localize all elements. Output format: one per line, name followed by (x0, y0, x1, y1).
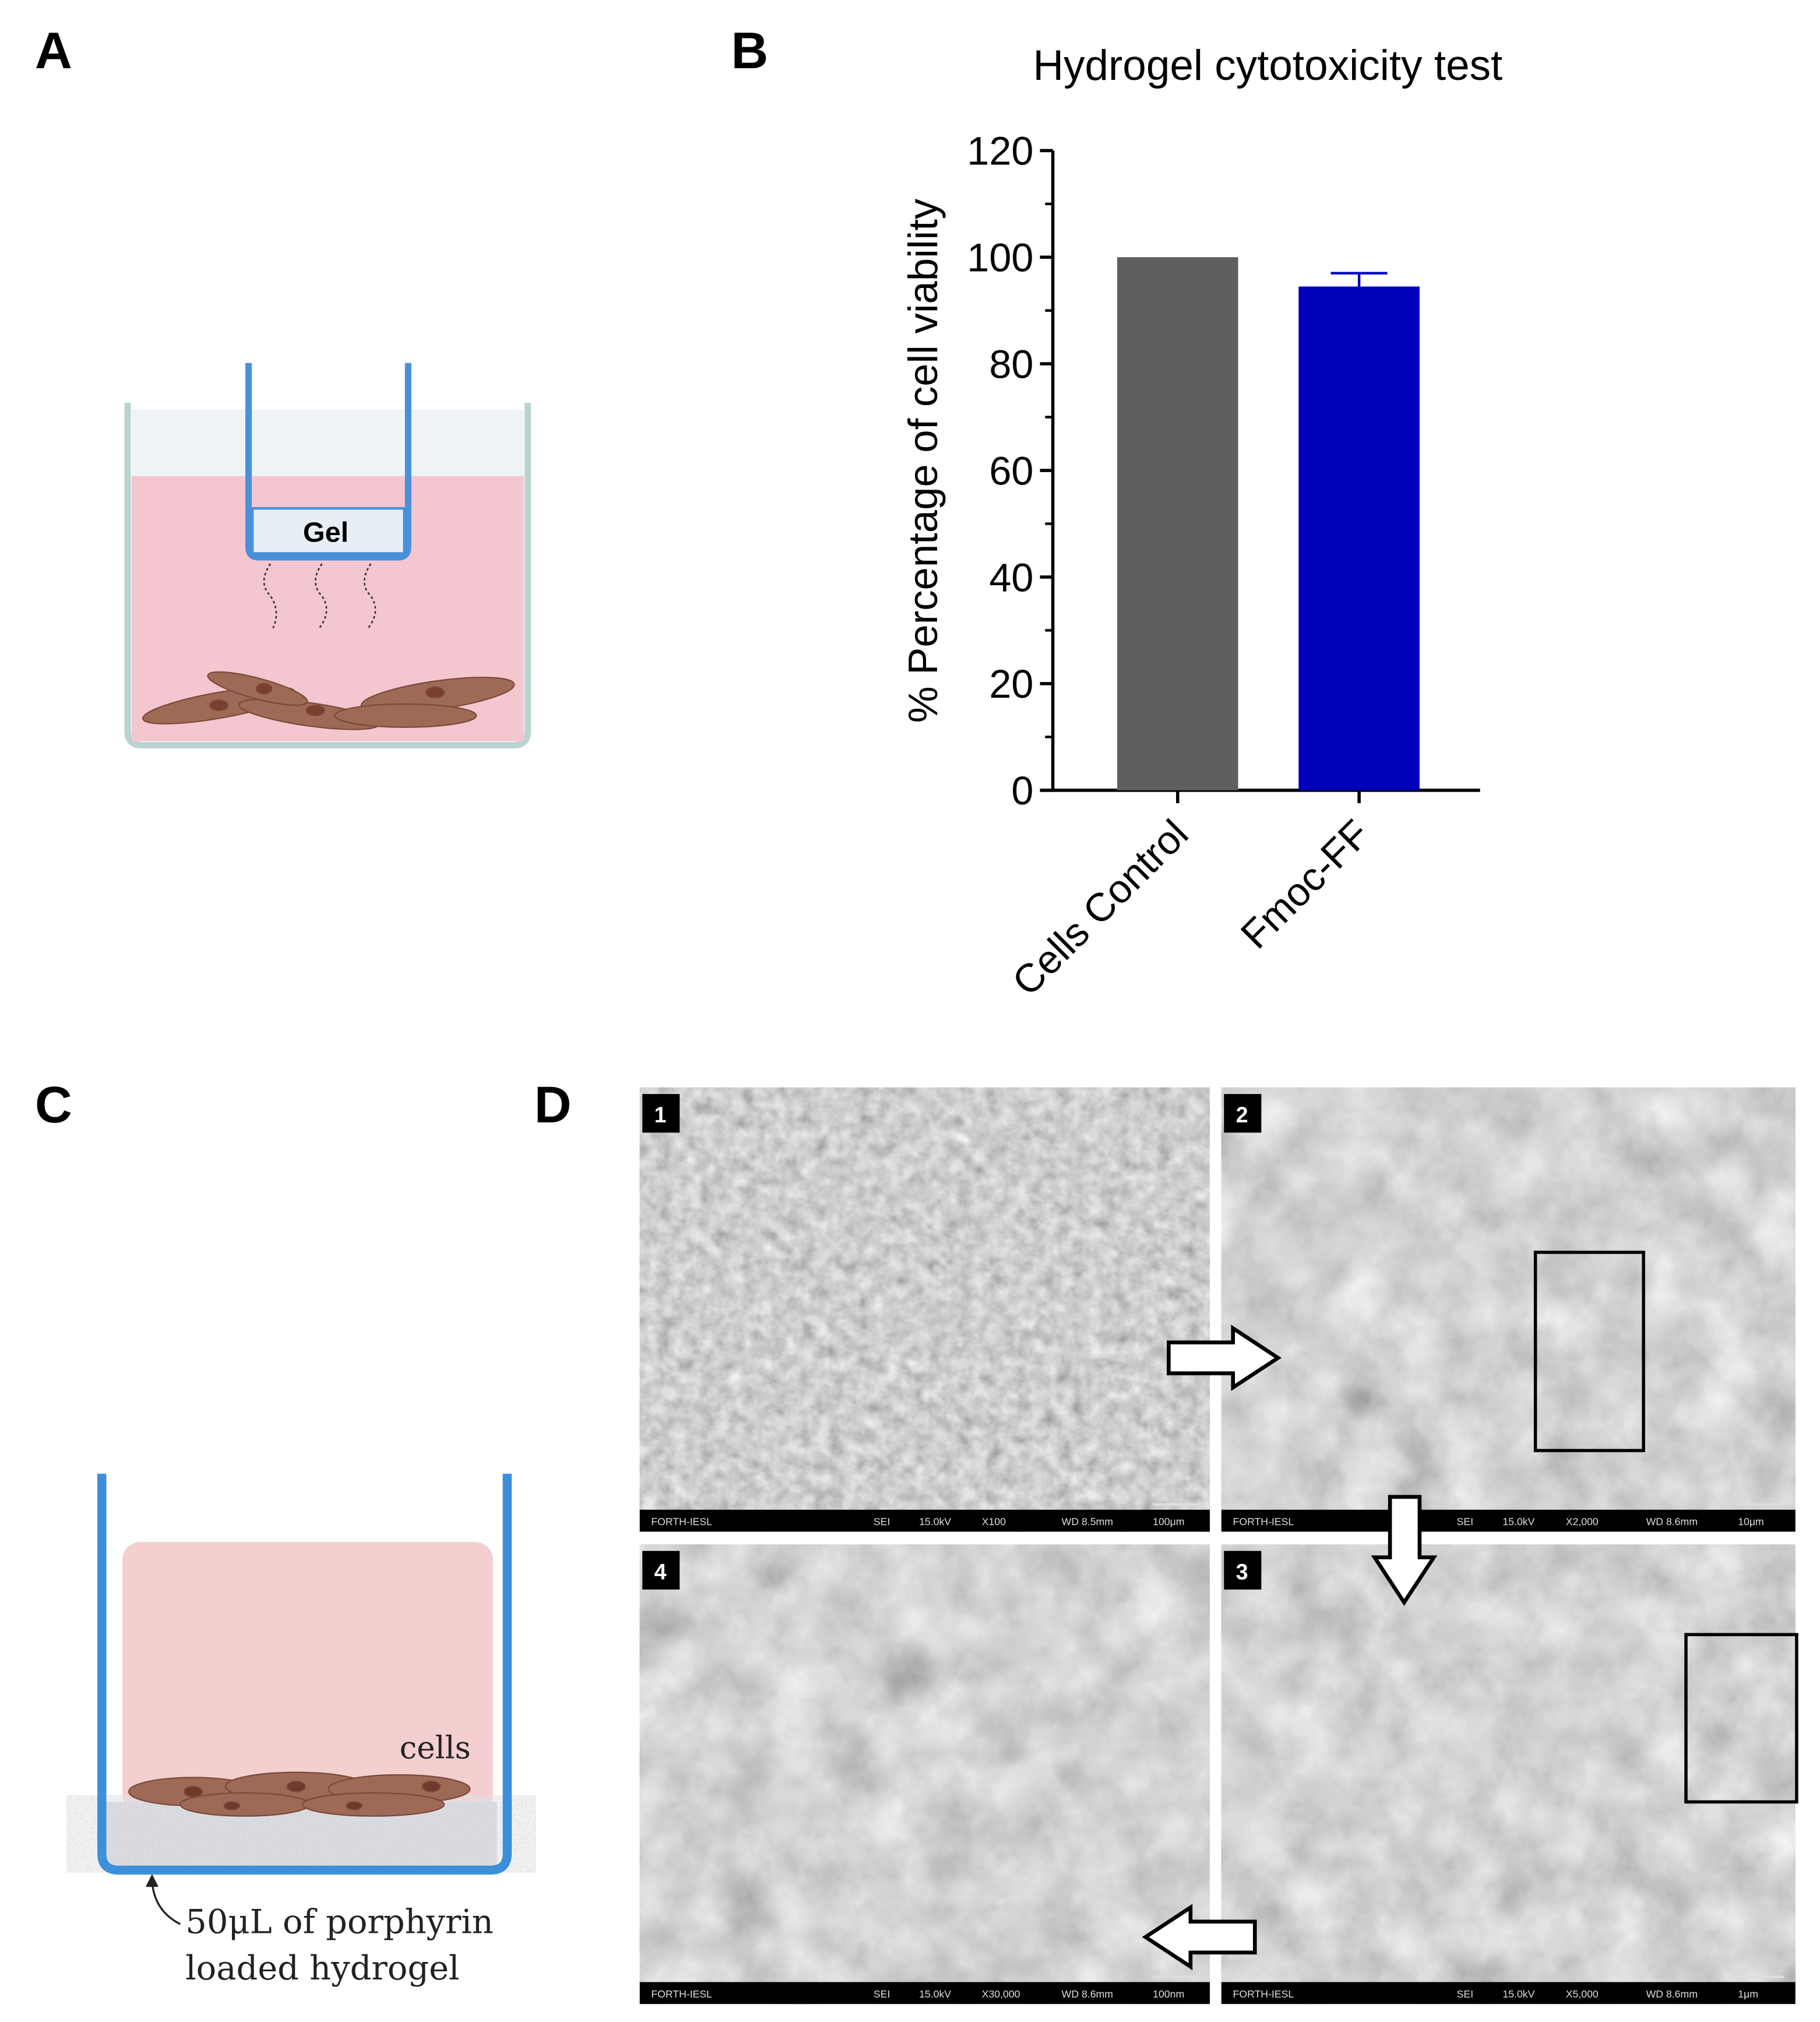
panel-label-b: B (731, 22, 769, 79)
sem-badge (642, 1093, 680, 1133)
sem-info-text: 100nm (1153, 1988, 1184, 2000)
sem-image-2: 2 FORTH-IESL SEI 15.0kV X2,000 WD 8.6mm 10μm (1221, 1087, 1796, 1532)
scale-bar (1738, 1503, 1784, 1506)
sem-info-text: 15.0kV (1502, 1516, 1534, 1528)
sem-badge (1224, 1093, 1262, 1133)
sem-info-text: FORTH-IESL (1233, 1516, 1294, 1528)
sem-info-text: 1μm (1738, 1988, 1758, 2000)
sem-info-text: 10μm (1738, 1516, 1764, 1528)
sem-info-bar (1221, 1982, 1796, 2005)
sem-badge-number: 2 (1236, 1103, 1248, 1127)
panel-label-a: A (35, 22, 72, 79)
sem-info-text: FORTH-IESL (651, 1516, 712, 1528)
sem-info-text: 100μm (1153, 1516, 1184, 1528)
sem-info-text: WD 8.6mm (1646, 1988, 1698, 2000)
scale-bar (1153, 1975, 1199, 1978)
zoom-region-box (1684, 1633, 1798, 1804)
hydrogel-pointer-arrow (151, 1882, 181, 1925)
transwell-diagram: Gel (124, 363, 531, 749)
sem-badge-number: 1 (654, 1103, 667, 1127)
sem-info-bar (639, 1510, 1210, 1532)
sem-info-text: 15.0kV (1502, 1988, 1534, 2000)
sem-info-text: WD 8.5mm (1062, 1516, 1113, 1528)
sem-info-text: SEI (874, 1988, 890, 2000)
medium (122, 1542, 494, 1813)
gel-block (251, 507, 406, 555)
cells-layer (128, 1771, 471, 1817)
bar-0 (1117, 257, 1238, 790)
sem-info-text: SEI (1457, 1988, 1473, 2000)
cells-layer (142, 671, 515, 730)
sem-image-1: 1 FORTH-IESL SEI 15.0kV X100 WD 8.5mm 100μm (639, 1087, 1210, 1532)
panel-label-d: D (534, 1076, 572, 1134)
well-wall (97, 1474, 512, 1875)
sem-image-grid: 1 FORTH-IESL SEI 15.0kV X100 WD 8.5mm 100μm 2 FO… (639, 1087, 1798, 2005)
sem-info-text: SEI (1457, 1516, 1473, 1528)
x-tick-label: Fmoc-FF (1232, 811, 1378, 957)
bar-1 (1298, 286, 1420, 790)
y-tick-label: 60 (989, 448, 1033, 493)
sem-info-text: FORTH-IESL (1233, 1988, 1294, 2000)
chart-title: Hydrogel cytotoxicity test (1033, 42, 1502, 89)
y-axis-label: % Percentage of cell viability (900, 198, 946, 723)
sem-info-text: FORTH-IESL (651, 1988, 712, 2000)
hydrogel-caption-line1: 50μL of porphyrin (185, 1903, 493, 1942)
y-tick-label: 80 (989, 342, 1033, 386)
y-tick-label: 20 (989, 662, 1033, 706)
sem-badge (642, 1550, 680, 1590)
y-tick-label: 40 (989, 555, 1033, 600)
y-tick-label: 120 (967, 129, 1033, 174)
cells-label: cells (400, 1730, 471, 1766)
sem-info-text: X2,000 (1566, 1516, 1599, 1528)
hydrogel-caption-line2: loaded hydrogel (185, 1949, 459, 1988)
x-tick-label: Cells Control (1004, 811, 1196, 1004)
sem-badge-number: 3 (1236, 1559, 1248, 1584)
sem-info-bar (1221, 1510, 1796, 1532)
arrow-down-icon (1371, 1494, 1438, 1606)
gel-label: Gel (303, 517, 348, 548)
sem-info-text: WD 8.6mm (1646, 1516, 1698, 1528)
sem-info-text: X5,000 (1566, 1988, 1599, 2000)
sem-badge (1224, 1550, 1262, 1590)
panel-label-c: C (35, 1076, 72, 1134)
sem-info-text: WD 8.6mm (1062, 1988, 1113, 2000)
hydrogel-well-diagram: cells 50μL of porphyrin loaded hydrogel (97, 1474, 512, 1988)
sem-info-text: X100 (982, 1516, 1006, 1528)
insert-wall (245, 363, 411, 561)
sem-info-text: X30,000 (982, 1988, 1020, 2000)
scale-bar (1153, 1503, 1199, 1506)
arrow-right-icon (1167, 1324, 1282, 1391)
sem-arrows (1142, 1324, 1438, 1971)
sem-info-text: 15.0kV (919, 1516, 951, 1528)
scale-bar (1738, 1975, 1784, 1978)
well-air (131, 409, 524, 477)
sem-badge-number: 4 (654, 1559, 667, 1584)
sem-info-bar (639, 1982, 1210, 2005)
sem-info-text: SEI (874, 1516, 890, 1528)
arrow-left-icon (1142, 1904, 1257, 1971)
bar-chart: Hydrogel cytotoxicity test % Percentage … (900, 42, 1502, 1004)
y-tick-label: 0 (1011, 768, 1033, 813)
sem-image-4: 4 FORTH-IESL SEI 15.0kV X30,000 WD 8.6mm 100nm (639, 1544, 1210, 2005)
sem-info-text: 15.0kV (919, 1988, 951, 2000)
well-outer (124, 403, 531, 749)
y-tick-label: 100 (967, 235, 1033, 280)
diffusion-arrows (263, 563, 376, 629)
sem-image-3: 3 FORTH-IESL SEI 15.0kV X5,000 WD 8.6mm 1μm (1221, 1544, 1798, 2005)
zoom-region-box (1533, 1250, 1645, 1453)
